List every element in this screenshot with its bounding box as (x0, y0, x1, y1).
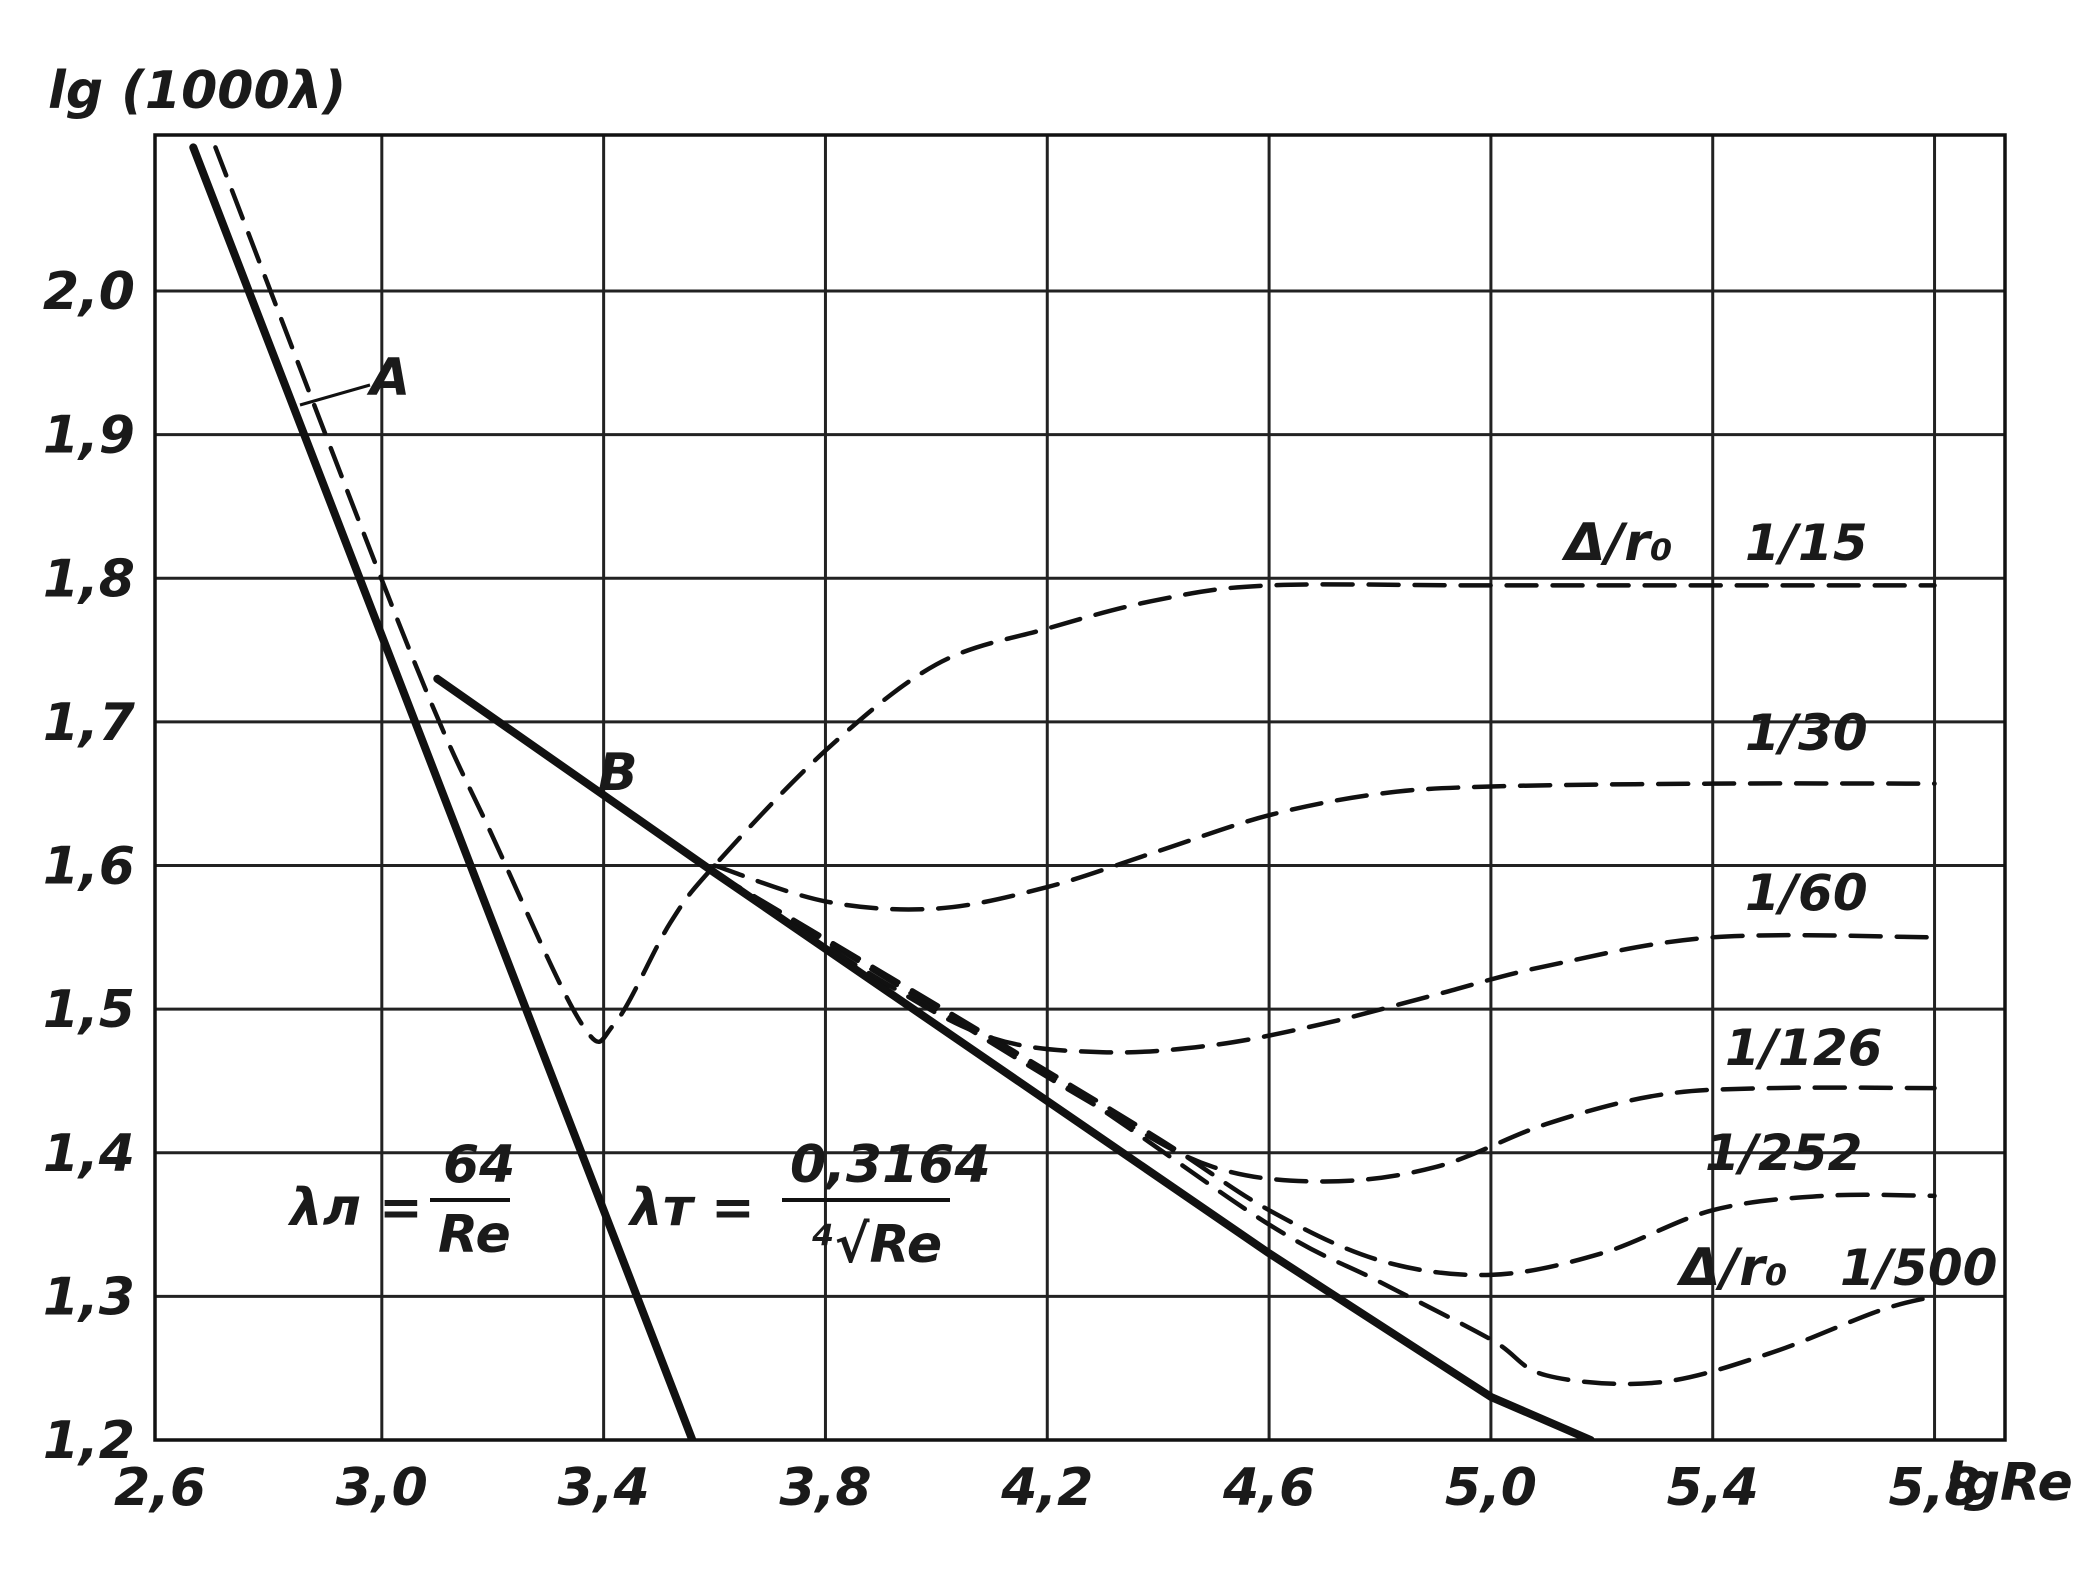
legend-header-2: Δ/r₀ (1676, 1238, 1788, 1298)
y-axis-label: lg (1000λ) (48, 61, 346, 121)
formula-turbulent-lhs: λт = (627, 1178, 755, 1238)
x-tick-label: 2,6 (114, 1458, 206, 1518)
x-tick-label: 5,0 (1445, 1458, 1537, 1518)
curve-label-1-15: 1/15 (1745, 514, 1868, 572)
formula-turbulent-num: 0,3164 (790, 1135, 991, 1195)
point-a-leader (299, 383, 371, 407)
formula-laminar-num: 64 (443, 1135, 515, 1195)
series-line-5 (712, 870, 1937, 1184)
x-tick-label: 4,2 (1000, 1458, 1093, 1518)
legend-header-1: Δ/r₀ (1561, 513, 1673, 573)
y-tick-label: 1,4 (43, 1124, 135, 1184)
x-tick-label: 5,8 (1888, 1458, 1980, 1518)
series-line-4 (712, 870, 1937, 1055)
curve-label-1-500: 1/500 (1840, 1239, 1997, 1297)
curve-label-1-252: 1/252 (1705, 1124, 1862, 1182)
tick-labels: 2,6 3,0 3,4 3,8 4,2 4,6 5,0 5,4 5,8 1,2 1,3 1,4 1,5 1… (43, 262, 1981, 1518)
series-line-0 (189, 143, 697, 1440)
y-tick-label: 1,8 (43, 549, 135, 609)
y-tick-label: 1,3 (43, 1267, 135, 1327)
series-line-7 (712, 870, 1937, 1387)
y-tick-label: 1,5 (43, 980, 135, 1040)
curve-label-1-30: 1/30 (1745, 704, 1868, 762)
x-tick-label: 5,4 (1667, 1458, 1759, 1518)
formula-laminar-lhs: λл = (287, 1178, 423, 1238)
point-label-a: A (366, 348, 410, 408)
curves (189, 143, 1937, 1440)
plot-frame (153, 133, 2007, 1442)
formula-laminar: λл = 64 Re (287, 1135, 515, 1265)
x-tick-label: 3,8 (779, 1458, 871, 1518)
y-tick-label: 1,2 (43, 1411, 135, 1471)
formula-laminar-den: Re (438, 1205, 511, 1265)
x-tick-label: 3,0 (336, 1458, 428, 1518)
x-axis-label: lgRe (1945, 1453, 2073, 1513)
curve-label-1-60: 1/60 (1745, 864, 1868, 922)
formula-turbulent-den: ⁴√Re (812, 1215, 942, 1275)
formula-turbulent: λт = 0,3164 ⁴√Re (627, 1135, 991, 1275)
series-line-3 (712, 781, 1937, 912)
y-tick-label: 1,6 (43, 837, 135, 897)
point-label-b: B (598, 743, 638, 803)
series-line-2 (213, 145, 1937, 1045)
x-tick-label: 3,4 (558, 1458, 650, 1518)
y-tick-label: 2,0 (43, 262, 135, 322)
series-line-1 (433, 674, 1595, 1440)
curve-label-1-126: 1/126 (1725, 1019, 1882, 1077)
legend-header-top: Δ/r₀ (1561, 513, 1673, 573)
y-tick-label: 1,9 (43, 406, 135, 466)
x-tick-label: 4,6 (1222, 1458, 1315, 1518)
y-tick-label: 1,7 (43, 693, 136, 753)
